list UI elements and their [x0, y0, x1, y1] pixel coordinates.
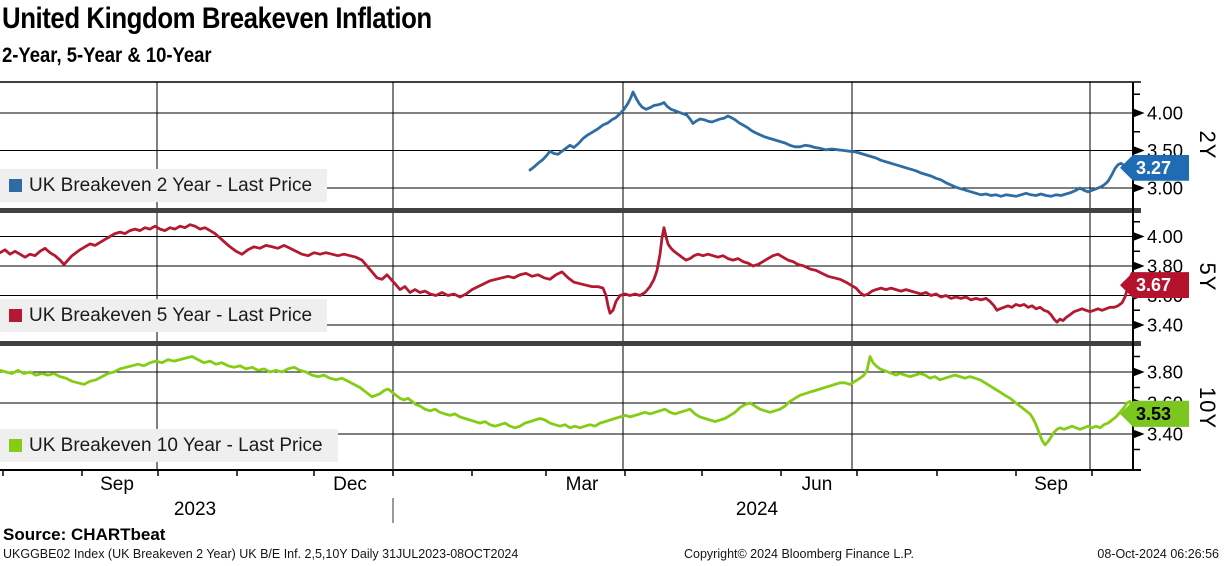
- legend-10-year: UK Breakeven 10 Year - Last Price: [0, 429, 338, 462]
- series-line-5y: [0, 223, 1135, 324]
- axis-tick-arrow-icon: [1133, 108, 1145, 118]
- page-subtitle: 2-Year, 5-Year & 10-Year: [2, 44, 212, 67]
- axis-tick-arrow-icon: [1133, 367, 1145, 377]
- panel-separator: [0, 341, 1141, 346]
- x-month-label: Dec: [333, 474, 367, 495]
- y-tick-label: 4.00: [1147, 103, 1183, 124]
- page-title: United Kingdom Breakeven Inflation: [2, 2, 432, 35]
- legend-label-10-year: UK Breakeven 10 Year - Last Price: [29, 434, 323, 456]
- y-tick-label: 3.40: [1147, 315, 1183, 336]
- y-tick-label: 3.40: [1147, 424, 1183, 445]
- y-tick-label: 3.00: [1147, 178, 1183, 199]
- y-tick-label: 3.80: [1147, 362, 1183, 383]
- legend-swatch-5-year-icon: [9, 309, 22, 322]
- x-year-label: 2023: [173, 499, 217, 520]
- footer-copyright: Copyright© 2024 Bloomberg Finance L.P.: [684, 547, 914, 561]
- footer-ticker-info: UKGGBE02 Index (UK Breakeven 2 Year) UK …: [3, 547, 519, 561]
- footer-timestamp: 08-Oct-2024 06:26:56: [1097, 547, 1219, 561]
- legend-5-year: UK Breakeven 5 Year - Last Price: [0, 299, 328, 332]
- axis-tick-arrow-icon: [1133, 232, 1145, 241]
- source-label: Source: CHARTbeat: [3, 525, 166, 544]
- axis-tick-arrow-icon: [1133, 261, 1145, 271]
- x-month-label: Jun: [801, 474, 833, 495]
- last-price-tag-2y: 3.27: [1120, 154, 1189, 181]
- x-year-label: 2024: [735, 499, 779, 520]
- last-price-tag-5y: 3.67: [1120, 272, 1189, 299]
- x-month-label: Mar: [565, 474, 599, 495]
- axis-tick-arrow-icon: [1133, 429, 1145, 439]
- axis-tick-arrow-icon: [1133, 146, 1145, 155]
- y-tick-label: 4.00: [1147, 226, 1183, 247]
- series-line-10y: [0, 355, 1135, 447]
- series-line-2y: [528, 90, 1129, 198]
- panel-axis-label-10y: 10Y: [1195, 386, 1220, 430]
- legend-swatch-10-year-icon: [9, 439, 22, 452]
- legend-label-5-year: UK Breakeven 5 Year - Last Price: [29, 304, 313, 326]
- last-price-tag-10y: 3.53: [1120, 400, 1189, 427]
- axis-tick-arrow-icon: [1133, 183, 1145, 193]
- legend-label-2-year: UK Breakeven 2 Year - Last Price: [29, 174, 313, 196]
- x-month-label: Sep: [100, 474, 134, 495]
- legend-swatch-2-year-icon: [9, 179, 22, 192]
- x-month-label: Sep: [1034, 474, 1068, 495]
- y-tick-label: 3.80: [1147, 256, 1183, 277]
- panel-axis-label-2y: 2Y: [1195, 130, 1220, 160]
- axis-tick-arrow-icon: [1133, 320, 1145, 330]
- panel-separator: [0, 208, 1141, 213]
- panel-axis-label-5y: 5Y: [1195, 262, 1220, 292]
- legend-2-year: UK Breakeven 2 Year - Last Price: [0, 169, 328, 202]
